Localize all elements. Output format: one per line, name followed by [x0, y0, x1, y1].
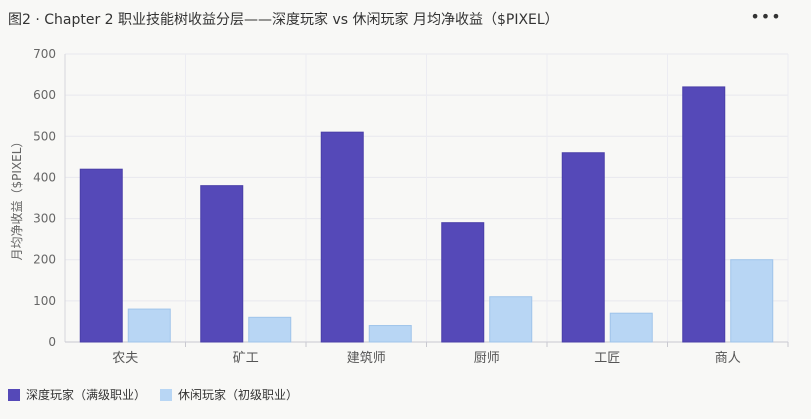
bar-series-1-1 [200, 185, 244, 343]
x-tick-label: 厨师 [474, 351, 500, 366]
legend-label-series-2: 休闲玩家（初级职业） [178, 388, 299, 402]
more-options-button[interactable]: ••• [750, 4, 782, 28]
bar-series-1-2 [320, 131, 364, 343]
legend-swatch-series-2 [160, 388, 173, 401]
bar-series-2-3 [489, 296, 533, 343]
bar-series-1-4 [561, 152, 605, 343]
more-horizontal-icon: ••• [750, 6, 782, 26]
y-tick-label: 200 [33, 253, 56, 267]
x-tick-label: 工匠 [594, 351, 620, 366]
bar-series-2-4 [609, 312, 653, 343]
y-tick-label: 700 [33, 47, 56, 61]
bar-series-2-0 [127, 308, 171, 343]
legend-item-series-1[interactable]: 深度玩家（满级职业） [8, 386, 146, 403]
x-tick-label: 商人 [715, 351, 741, 366]
legend-swatch-series-1 [8, 388, 20, 401]
bar-series-2-2 [368, 325, 412, 343]
bar-series-1-3 [441, 222, 485, 343]
y-tick-label: 500 [33, 129, 56, 143]
bar-series-2-1 [248, 316, 292, 343]
y-tick-label: 400 [33, 170, 56, 184]
x-tick-label: 农夫 [112, 351, 138, 366]
bar-series-1-0 [79, 168, 123, 343]
legend-label-series-1: 深度玩家（满级职业） [26, 388, 147, 402]
y-tick-label: 0 [48, 335, 56, 349]
chart-title: 图2 · Chapter 2 职业技能树收益分层——深度玩家 vs 休闲玩家 月… [8, 12, 559, 28]
x-tick-label: 矿工 [233, 351, 259, 366]
y-tick-label: 300 [33, 212, 56, 226]
legend: 深度玩家（满级职业） 休闲玩家（初级职业） [8, 386, 312, 403]
bar-series-1-5 [682, 86, 726, 343]
x-tick-label: 建筑师 [347, 350, 386, 366]
bar-series-2-5 [730, 259, 774, 343]
y-tick-label: 100 [33, 294, 56, 308]
legend-item-series-2[interactable]: 休闲玩家（初级职业） [160, 386, 298, 403]
y-axis-title: 月均净收益（$PIXEL） [10, 136, 24, 261]
y-tick-label: 600 [33, 88, 56, 102]
